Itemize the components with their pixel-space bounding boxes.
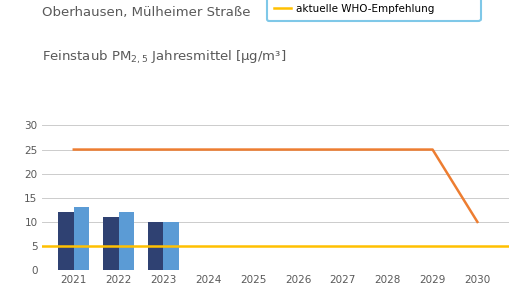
Bar <box>103 217 119 270</box>
Bar <box>119 212 134 270</box>
Text: Oberhausen, Mülheimer Straße: Oberhausen, Mülheimer Straße <box>42 6 251 19</box>
Bar <box>148 222 163 270</box>
Text: Feinstaub PM$_{2,5}$ Jahresmittel [µg/m³]: Feinstaub PM$_{2,5}$ Jahresmittel [µg/m³… <box>42 49 287 66</box>
Bar <box>58 212 74 270</box>
Legend: Duisburger Straße, Mülheimer Straße, Grenzwert (2030: voraussichtlich), aktuelle: Duisburger Straße, Mülheimer Straße, Gre… <box>267 0 481 21</box>
Bar <box>74 208 90 270</box>
Bar <box>163 222 179 270</box>
